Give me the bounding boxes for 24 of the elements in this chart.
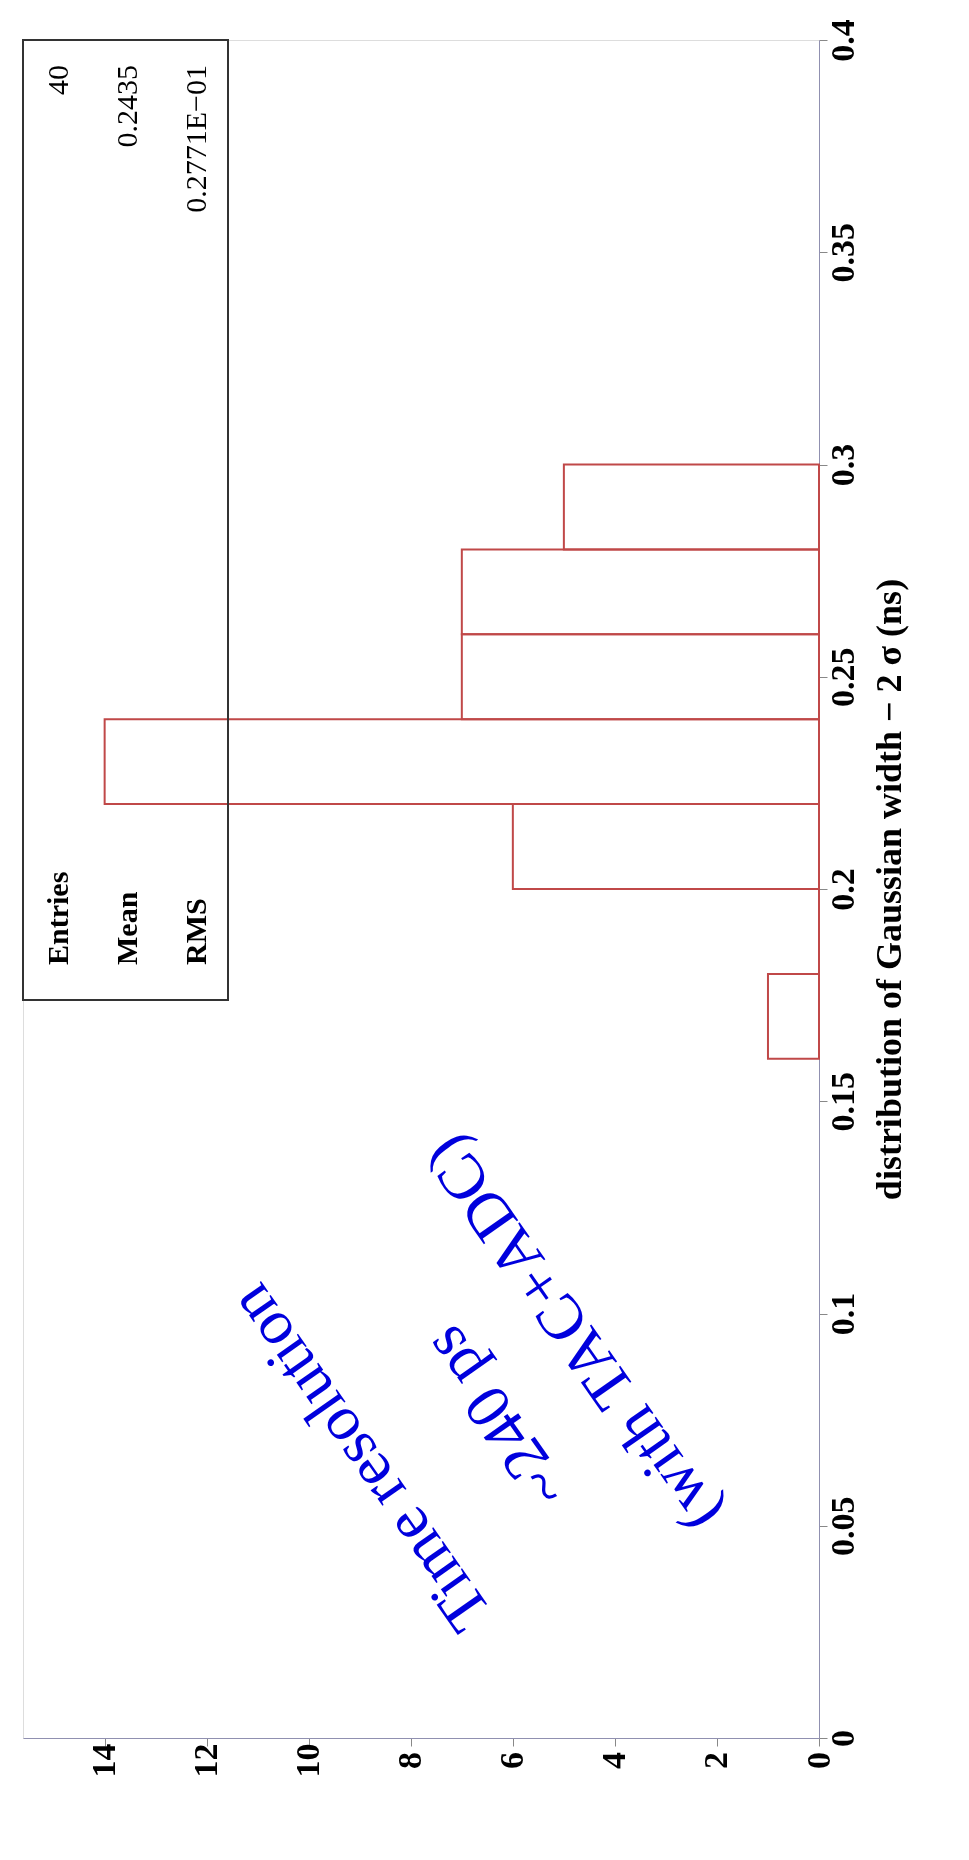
y-tick-label: 0.2 <box>823 868 861 911</box>
y-tick-label: 0.15 <box>823 1072 861 1132</box>
annotation: Entries <box>41 871 74 965</box>
annotation: Mean <box>110 891 143 965</box>
x-tick-label: 2 <box>697 1752 735 1769</box>
annotation: 0.2771E−01 <box>179 65 212 213</box>
y-tick-label: 0.35 <box>823 223 861 283</box>
annotation: 40 <box>41 65 74 95</box>
x-tick-label: 6 <box>493 1752 531 1769</box>
y-tick-label: 0.25 <box>823 647 861 707</box>
x-tick-label: 4 <box>595 1752 633 1769</box>
y-tick-label: 0.05 <box>823 1496 861 1556</box>
x-tick-label: 10 <box>289 1743 327 1778</box>
y-tick-label: 0.1 <box>823 1292 861 1336</box>
y-axis-title: distribution of Gaussian width − 2 σ (ns) <box>868 578 909 1201</box>
annotation: 0.2435 <box>110 65 143 148</box>
y-tick-label: 0.3 <box>823 443 861 487</box>
x-tick-label: 8 <box>391 1752 429 1769</box>
y-tick-label: 0.4 <box>823 19 861 62</box>
x-tick-label: 0 <box>799 1752 837 1769</box>
x-tick-label: 14 <box>85 1743 123 1778</box>
x-tick-label: 12 <box>187 1743 225 1778</box>
y-tick-label: 0 <box>823 1730 861 1747</box>
annotation: RMS <box>179 898 212 965</box>
